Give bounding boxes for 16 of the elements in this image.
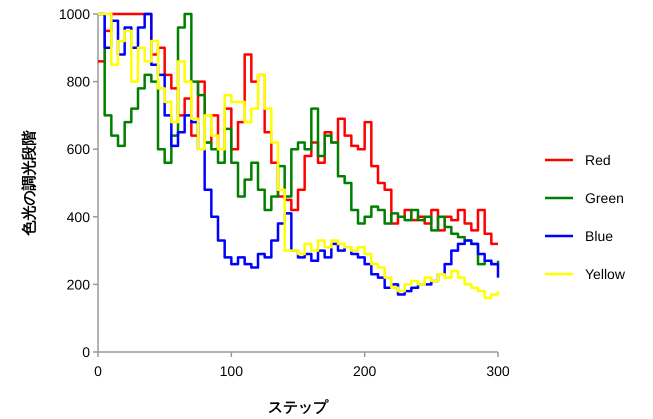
x-tick-label: 200 (352, 363, 377, 379)
legend-label: Green (585, 190, 624, 206)
y-tick-label: 200 (66, 276, 90, 292)
y-tick-label: 400 (66, 208, 90, 225)
x-tick-label: 0 (94, 363, 102, 379)
legend-label: Red (585, 152, 611, 168)
x-tick-label: 300 (486, 363, 510, 379)
x-tick-label: 100 (220, 363, 244, 379)
x-axis-title: ステップ (268, 399, 329, 416)
legend-label: Yellow (585, 266, 626, 282)
legend-label: Blue (585, 228, 614, 244)
y-tick-label: 1000 (58, 6, 90, 22)
y-tick-label: 0 (82, 344, 90, 360)
y-tick-label: 800 (66, 74, 90, 90)
y-axis-title: 色光の調光段階 (20, 130, 38, 236)
y-tick-label: 600 (66, 141, 90, 158)
